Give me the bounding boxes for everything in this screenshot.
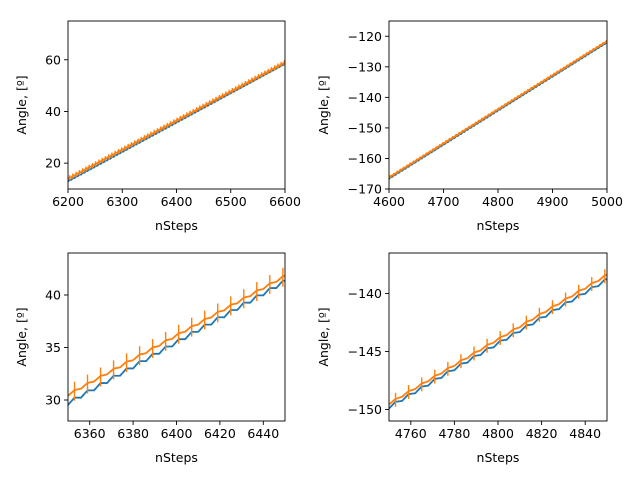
x-tick-label: 4700 [428, 194, 460, 209]
y-tick-label: −120 [348, 29, 382, 44]
x-axis-label: nSteps [477, 450, 520, 465]
y-tick-label: −140 [348, 286, 382, 301]
y-axis-label: Angle, [º] [14, 75, 29, 134]
y-tick-label: −150 [348, 120, 382, 135]
x-tick-label: 4820 [526, 426, 558, 441]
plot-area: 4600 4700 4800 4900 5000 −170 −160 −150 −140 −130… [348, 20, 623, 209]
y-tick-label: 20 [45, 156, 61, 171]
series-line-blue [68, 279, 285, 406]
y-axis-label: Angle, [º] [316, 75, 331, 134]
x-tick-label: 4840 [569, 426, 601, 441]
x-tick-label: 4780 [438, 426, 470, 441]
x-tick-label: 6500 [215, 194, 247, 209]
y-axis-label: Angle, [º] [316, 307, 331, 366]
x-tick-label: 4800 [482, 194, 514, 209]
x-tick-label: 4760 [395, 426, 427, 441]
series-line-blue [389, 278, 607, 410]
x-axis-label: nSteps [477, 218, 520, 233]
x-tick-label: 4900 [537, 194, 569, 209]
subplot-top-left: 6200 6300 6400 6500 6600 20 40 60 nSteps Angle,… [14, 20, 301, 233]
y-tick-label: −160 [348, 151, 382, 166]
plot-area: 4760 4780 4800 4820 4840 −150 −145 −140 [348, 252, 608, 441]
y-tick-label: −150 [348, 402, 382, 417]
x-axis-label: nSteps [155, 218, 198, 233]
y-tick-label: 60 [45, 52, 61, 67]
subplot-bottom-left: 6360 6380 6400 6420 6440 30 35 40 nSteps Angle,… [14, 252, 286, 465]
x-tick-label: 4600 [373, 194, 405, 209]
y-tick-label: −140 [348, 90, 382, 105]
plot-area: 6360 6380 6400 6420 6440 30 35 40 [45, 252, 286, 441]
x-tick-label: 6300 [106, 194, 138, 209]
y-tick-label: 30 [45, 393, 61, 408]
series-line-orange [68, 274, 285, 397]
series-line-orange [389, 273, 607, 406]
x-tick-label: 6400 [161, 426, 193, 441]
y-tick-label: 40 [45, 104, 61, 119]
y-tick-label: −145 [348, 344, 382, 359]
x-tick-label: 6200 [52, 194, 84, 209]
x-tick-label: 6400 [161, 194, 193, 209]
y-tick-label: −130 [348, 59, 382, 74]
x-tick-label: 6380 [117, 426, 149, 441]
x-tick-label: 6360 [74, 426, 106, 441]
y-tick-label: −170 [348, 182, 382, 197]
subplot-top-right: 4600 4700 4800 4900 5000 −170 −160 −150 −140 −130… [316, 20, 623, 233]
y-tick-label: 40 [45, 288, 61, 303]
x-axis-label: nSteps [155, 450, 198, 465]
x-tick-label: 6600 [269, 194, 301, 209]
y-tick-label: 35 [45, 340, 61, 355]
plot-area: 6200 6300 6400 6500 6600 20 40 60 [45, 20, 301, 209]
x-tick-label: 6440 [247, 426, 279, 441]
x-tick-label: 5000 [591, 194, 623, 209]
subplot-bottom-right: 4760 4780 4800 4820 4840−150−145−140 nSteps … [316, 252, 608, 465]
x-tick-label: 6420 [204, 426, 236, 441]
x-tick-label: 4800 [482, 426, 514, 441]
y-axis-label: Angle, [º] [14, 307, 29, 366]
